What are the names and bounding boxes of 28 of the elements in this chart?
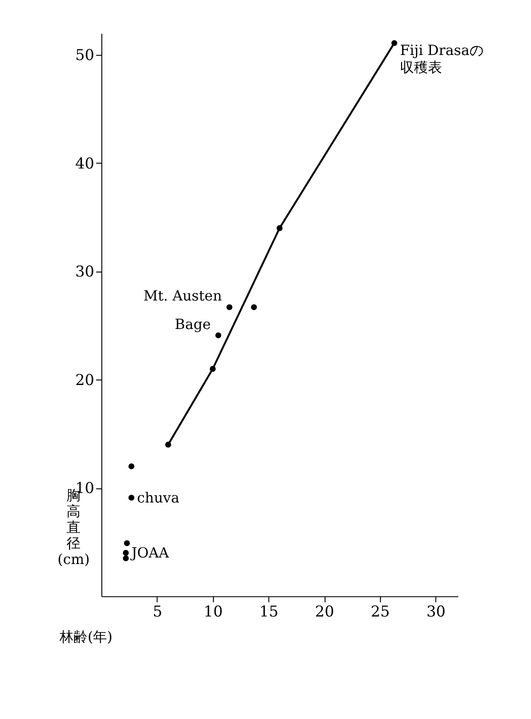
- point: [391, 40, 398, 46]
- point: [128, 494, 134, 501]
- y-tick-label: 50: [75, 46, 94, 64]
- x-tick-label: 5: [152, 602, 162, 620]
- point: [124, 540, 130, 546]
- point: [165, 442, 172, 448]
- x-tick-label: 10: [204, 602, 223, 620]
- y-tick-label: 30: [75, 262, 94, 281]
- point: [128, 463, 134, 470]
- point: [210, 366, 216, 372]
- x-axis-title: 林齢(年): [58, 630, 113, 646]
- point: [122, 555, 129, 562]
- y-tick-label: 40: [75, 154, 94, 172]
- point: [276, 225, 283, 232]
- annotation: Bage: [174, 316, 211, 333]
- x-tick-label: 25: [370, 602, 390, 620]
- point: [122, 550, 129, 556]
- y-tick-label: 20: [75, 370, 94, 389]
- x-tick-label: 15: [259, 602, 278, 620]
- annotation: Fiji Drasaの収穫表: [400, 43, 484, 76]
- annotation: Mt. Austen: [143, 288, 222, 305]
- annotation: chuva: [137, 490, 180, 506]
- annotation: JOAA: [129, 546, 170, 562]
- point: [215, 332, 222, 338]
- x-tick-label: 20: [315, 602, 334, 620]
- point: [250, 304, 257, 310]
- x-tick-label: 30: [426, 602, 446, 620]
- point: [226, 304, 232, 310]
